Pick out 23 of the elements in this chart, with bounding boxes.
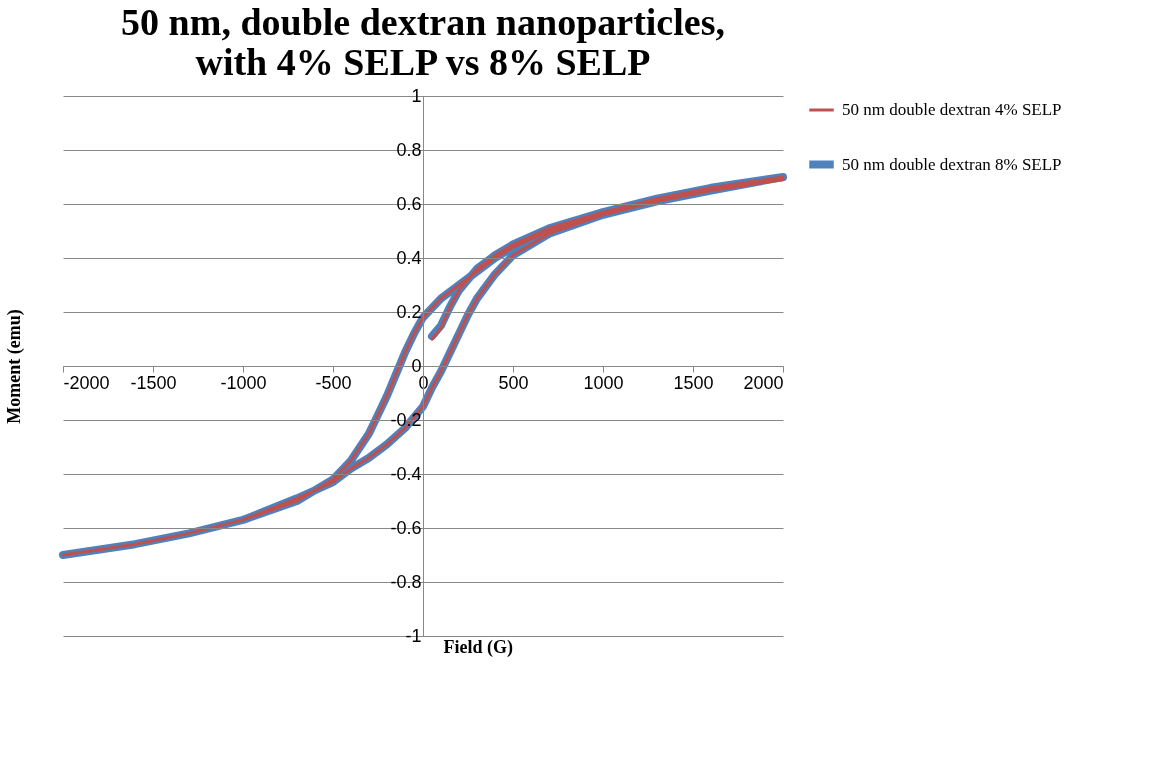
y-tick-label: -1 <box>405 625 422 646</box>
y-tick-label: 0.4 <box>396 247 422 268</box>
y-axis-title: Moment (emu) <box>3 309 25 424</box>
y-tick-label: 0.6 <box>396 193 422 214</box>
y-tick-label: -0.4 <box>390 463 422 484</box>
x-axis-title: Field (G) <box>443 636 513 658</box>
y-tick-label: 0 <box>411 355 422 376</box>
y-tick-label: 1 <box>411 85 422 106</box>
y-tick-label: -0.6 <box>390 517 422 538</box>
x-tick-label: 1500 <box>673 372 714 393</box>
y-tick-label: 0.8 <box>396 139 422 160</box>
x-tick-label: 2000 <box>743 372 784 393</box>
x-tick-label: -1000 <box>220 372 267 393</box>
x-tick-label: 500 <box>498 372 529 393</box>
chart-title: 50 nm, double dextran nanoparticles, with 4% SELP vs 8% SELP <box>121 1 725 83</box>
x-tick-label: -2000 <box>63 372 110 393</box>
y-tick-label: -0.8 <box>390 571 422 592</box>
x-tick-label: -1500 <box>130 372 177 393</box>
x-tick-label: -500 <box>315 372 352 393</box>
y-tick-label: 0.2 <box>396 301 422 322</box>
legend-label: 50 nm double dextran 8% SELP <box>842 154 1062 174</box>
legend-label: 50 nm double dextran 4% SELP <box>842 100 1062 119</box>
x-tick-label: 1000 <box>583 372 624 393</box>
